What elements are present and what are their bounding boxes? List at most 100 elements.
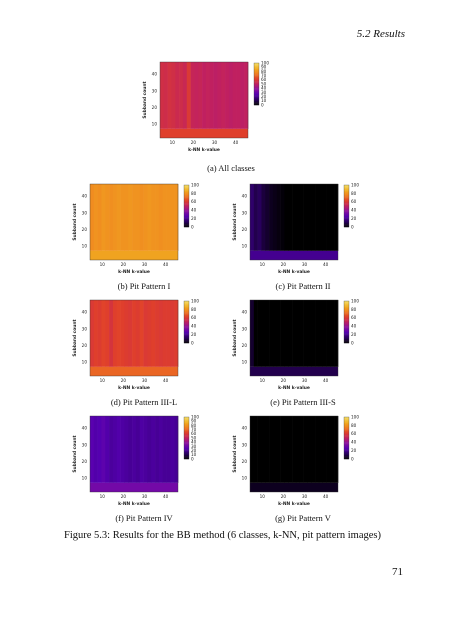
colorbar-tick-label: 40 [191, 324, 197, 329]
subcaption-c: (c) Pit Pattern II [275, 281, 331, 291]
colorbar-segment [184, 429, 189, 432]
heatmap-column [151, 300, 156, 367]
y-tick-label: 20 [152, 105, 158, 110]
heatmap-column [334, 300, 339, 367]
colorbar-segment [344, 203, 349, 205]
colorbar-segment [184, 341, 189, 344]
plot-frame [249, 299, 339, 377]
heatmap-column [311, 300, 316, 367]
heatmap-column [315, 184, 320, 251]
heatmap-column [147, 184, 152, 251]
colorbar-segment [344, 185, 349, 187]
heatmap-column [171, 62, 176, 129]
colorbar-segment [344, 222, 349, 225]
heatmap-column [303, 184, 308, 251]
colorbar-segment [184, 185, 189, 187]
colorbar-segment [344, 207, 349, 209]
colorbar-segment [254, 79, 259, 82]
heatmap-column [221, 62, 226, 129]
colorbar-segment [184, 439, 189, 441]
y-tick-label: 30 [242, 442, 248, 447]
heatmap-g: 10 20 30 40 k-NN k-value 10 20 30 40 Subband coun… [232, 414, 359, 507]
colorbar-tick-label: 20 [191, 448, 197, 453]
colorbar-segment [184, 221, 189, 223]
colorbar-segment [344, 439, 349, 441]
colorbar-segment [344, 213, 349, 215]
heatmap-bottom-strip [250, 250, 338, 260]
colorbar-tick-label: 10 [191, 452, 197, 457]
heatmap-column [174, 416, 179, 483]
colorbar-segment [254, 71, 259, 73]
colorbar-segment [344, 317, 349, 320]
heatmap-column [253, 184, 258, 251]
colorbar-segment [184, 320, 189, 323]
x-tick-label: 10 [100, 494, 106, 499]
colorbar-segment [184, 211, 189, 214]
colorbar-segment [344, 338, 349, 341]
heatmap-column [160, 62, 165, 129]
heatmap-column [124, 300, 129, 367]
heatmap-column [93, 184, 98, 251]
panel-f: 10 20 30 40 k-NN k-value 10 20 30 40 Subband coun… [68, 412, 218, 512]
x-tick-label: 40 [323, 262, 329, 267]
heatmap-column [147, 300, 152, 367]
heatmap-column [158, 184, 163, 251]
colorbar-segment [344, 424, 349, 426]
colorbar-segment [184, 199, 189, 201]
heatmap-column [128, 184, 133, 251]
y-tick-label: 20 [82, 459, 88, 464]
heatmap-column [155, 416, 160, 483]
colorbar-tick-label: 40 [261, 86, 267, 91]
colorbar-segment [254, 103, 259, 106]
heatmap-column [158, 416, 163, 483]
y-tick-label: 40 [152, 72, 158, 77]
colorbar-segment [254, 89, 259, 92]
heatmap-column [158, 300, 163, 367]
colorbar-segment [254, 100, 259, 103]
x-tick-label: 10 [100, 262, 106, 267]
heatmap-column [155, 300, 160, 367]
colorbar-segment [184, 431, 189, 433]
heatmap-column [276, 300, 281, 367]
heatmap-column [128, 416, 133, 483]
colorbar-tick-label: 80 [191, 307, 197, 312]
heatmap-column [311, 416, 316, 483]
colorbar-segment [344, 456, 349, 458]
colorbar-segment [184, 418, 189, 420]
colorbar-segment [184, 426, 189, 429]
colorbar-segment [344, 313, 349, 316]
heatmap-column [166, 184, 171, 251]
heatmap-column [186, 62, 191, 129]
x-tick-label: 40 [323, 378, 329, 383]
heatmap-column [292, 184, 297, 251]
y-axis-label: Subband count [232, 203, 238, 240]
colorbar-tick-label: 0 [191, 224, 194, 229]
colorbar-segment [184, 425, 189, 427]
colorbar-tick-label: 40 [191, 208, 197, 213]
heatmap-column [182, 62, 188, 129]
colorbar-segment [344, 192, 349, 194]
colorbar-segment [254, 77, 259, 79]
heatmap-column [326, 184, 331, 251]
colorbar-tick-label: 70 [191, 427, 197, 432]
colorbar-segment [254, 85, 259, 87]
colorbar-segment [254, 67, 259, 69]
heatmap-column [257, 416, 262, 483]
heatmap-column [318, 416, 323, 483]
heatmap-column [276, 416, 281, 483]
x-tick-label: 40 [163, 262, 169, 267]
colorbar-segment [184, 324, 189, 327]
colorbar-segment [184, 450, 189, 453]
colorbar-segment [344, 199, 349, 201]
y-axis-label: Subband count [232, 435, 238, 472]
x-tick-label: 20 [121, 494, 127, 499]
heatmap-column [307, 184, 312, 251]
heatmap-column [174, 300, 179, 367]
heatmap-column [261, 300, 266, 367]
heatmap-column [175, 62, 180, 129]
colorbar-segment [184, 338, 189, 341]
colorbar-segment [344, 341, 349, 344]
colorbar-segment [184, 312, 189, 314]
heatmap-column [132, 300, 137, 367]
heatmap-column [292, 416, 297, 483]
